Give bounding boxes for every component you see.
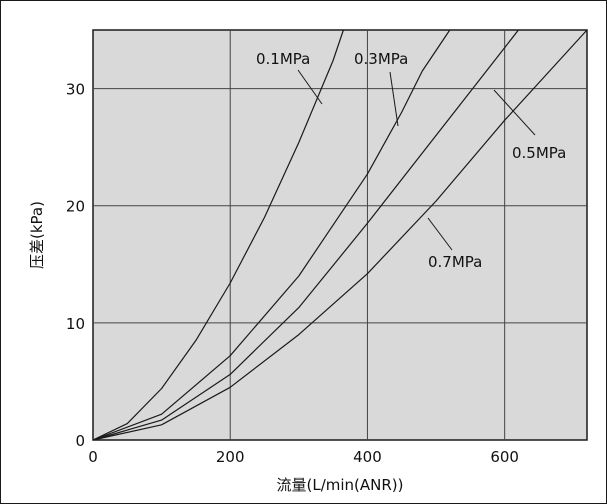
x-tick-label: 0 <box>88 448 98 466</box>
y-tick-label: 10 <box>66 315 85 333</box>
leader-line-3 <box>493 89 536 136</box>
x-tick-label: 200 <box>216 448 245 466</box>
series-line-1 <box>92 29 344 441</box>
y-axis-label: 压差(kPa) <box>28 201 46 269</box>
y-tick-label: 30 <box>66 81 85 99</box>
curve-group <box>92 29 588 441</box>
series-label-1: 0.1MPa <box>256 50 310 68</box>
leader-line-2 <box>389 71 399 127</box>
y-tick-label: 20 <box>66 198 85 216</box>
leader-line-4 <box>427 217 453 251</box>
series-line-4 <box>92 29 588 441</box>
y-tick-label: 0 <box>75 432 85 450</box>
x-tick-label: 600 <box>490 448 519 466</box>
x-tick-label: 400 <box>353 448 382 466</box>
series-label-3: 0.5MPa <box>512 144 566 162</box>
plot-area <box>92 29 588 441</box>
label-leaders <box>297 69 536 251</box>
series-label-4: 0.7MPa <box>428 253 482 271</box>
series-line-3 <box>92 29 519 441</box>
leader-line-1 <box>297 69 323 105</box>
series-label-2: 0.3MPa <box>354 50 408 68</box>
x-axis-label: 流量(L/min(ANR)) <box>276 476 403 494</box>
series-line-2 <box>92 29 451 441</box>
grid-lines <box>93 30 587 440</box>
tick-labels: 0 200 400 600 0 10 20 30 <box>66 81 519 466</box>
series-labels: 0.1MPa 0.3MPa 0.5MPa 0.7MPa <box>256 50 566 271</box>
